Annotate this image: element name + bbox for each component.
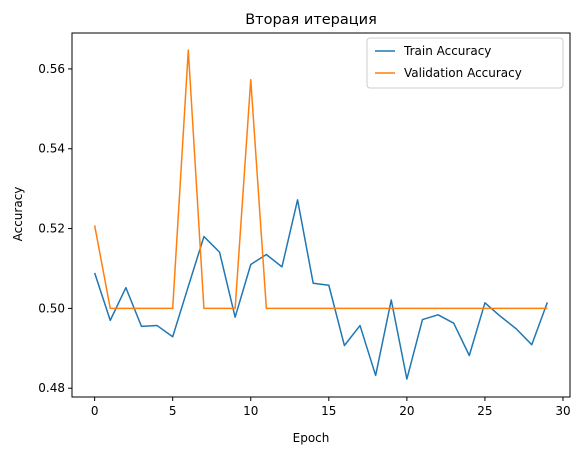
x-axis-label: Epoch: [293, 431, 330, 445]
x-tick-label: 20: [399, 404, 414, 418]
plot-area: [93, 49, 549, 380]
series-line-train-accuracy: [93, 199, 549, 380]
legend-label: Train Accuracy: [403, 44, 491, 58]
y-axis-ticks: 0.48 0.50 0.52 0.54 0.56: [38, 62, 72, 395]
legend-box: [366, 37, 564, 89]
y-axis-label: Accuracy: [11, 187, 25, 242]
x-tick-label: 30: [555, 404, 570, 418]
chart-title: Вторая итерация: [245, 12, 377, 28]
x-tick-label: 5: [169, 404, 177, 418]
x-axis-ticks: 0 5 10 15 20 25 30: [91, 397, 571, 418]
legend-label: Validation Accuracy: [404, 66, 522, 80]
y-tick-label: 0.54: [38, 142, 65, 156]
plot-frame: [71, 32, 571, 398]
x-tick-label: 25: [477, 404, 492, 418]
y-tick-label: 0.52: [38, 222, 65, 236]
y-tick-label: 0.50: [38, 301, 65, 315]
x-tick-label: 15: [321, 404, 336, 418]
x-tick-label: 0: [91, 404, 99, 418]
legend: Train Accuracy Validation Accuracy: [366, 37, 564, 89]
x-tick-label: 10: [243, 404, 258, 418]
y-tick-label: 0.56: [38, 62, 65, 76]
y-tick-label: 0.48: [38, 381, 65, 395]
series-line-validation-accuracy: [93, 49, 548, 310]
